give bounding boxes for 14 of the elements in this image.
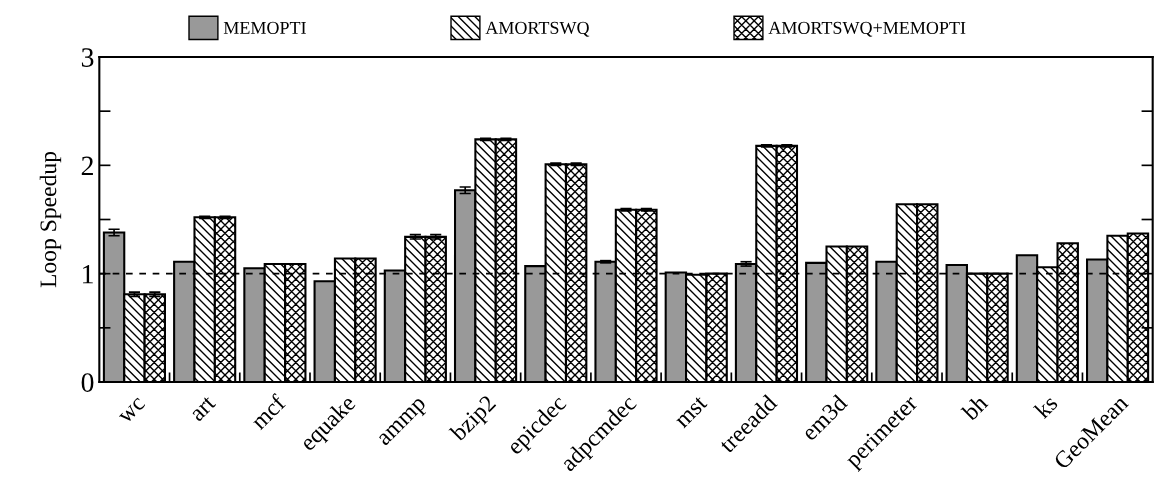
legend-label: MEMOPTI [223, 21, 306, 34]
x-tick-label: art [189, 395, 217, 422]
y-tick-label: 3 [81, 48, 94, 67]
x-tick-label: mcf [249, 392, 287, 431]
x-tick-label: ks [1032, 393, 1059, 420]
legend-label: AMORTSWQ+MEMOPTI [768, 21, 966, 37]
y-axis-title: Loop Speedup [39, 151, 62, 288]
x-tick-label: bh [960, 393, 989, 422]
x-tick-label: wc [118, 397, 146, 425]
legend-label: AMORTSWQ [485, 21, 590, 37]
y-tick-label: 0 [81, 373, 94, 392]
x-tick-label: mst [674, 395, 708, 429]
y-tick-label: 2 [81, 156, 93, 175]
y-tick-label: 1 [83, 264, 93, 284]
